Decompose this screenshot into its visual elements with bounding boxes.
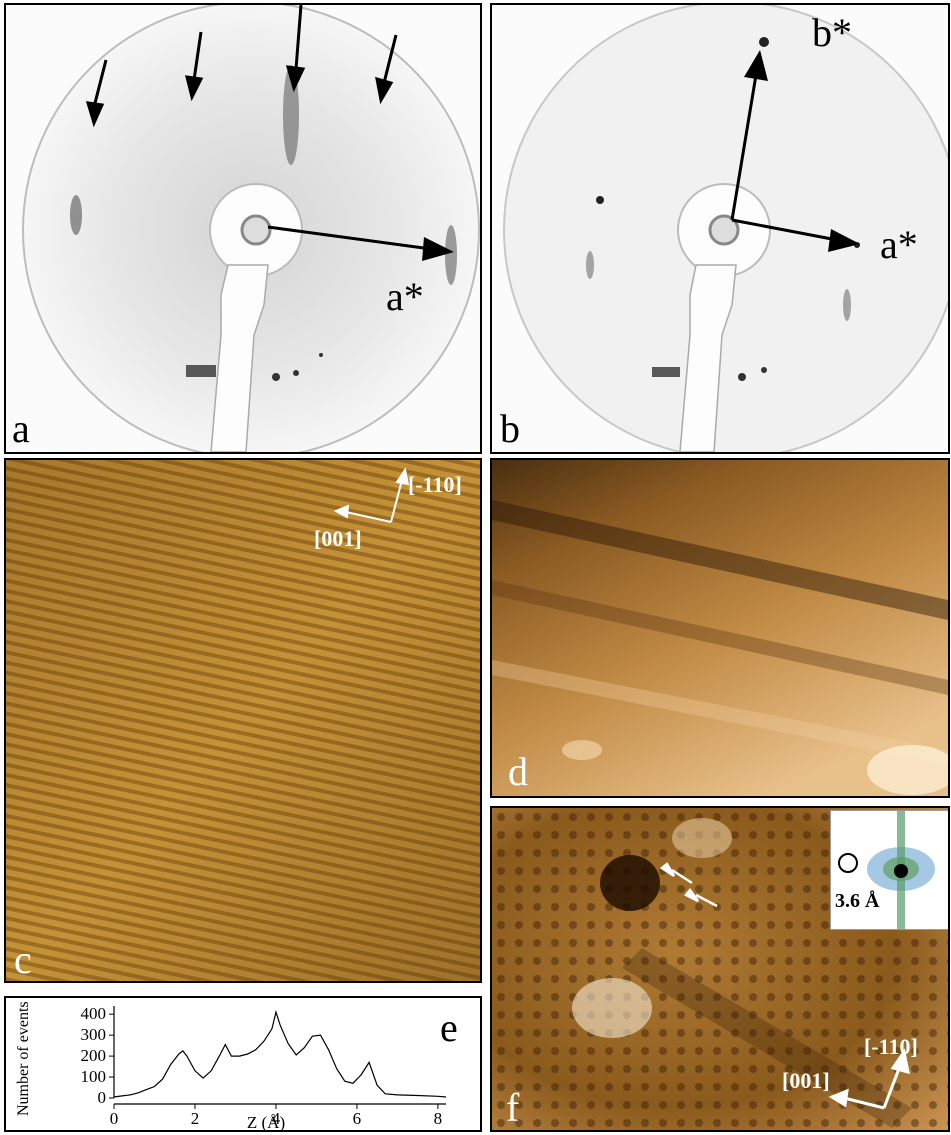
panel-label-e: e (440, 1005, 458, 1050)
x-tick-label: 6 (353, 1109, 362, 1128)
panel-label-a: a (12, 406, 30, 451)
panel-a-diffraction: a* a (4, 3, 482, 454)
panel-f-stm: [-110] [001] f 3.6 Å (490, 806, 950, 1132)
fft-spacing-label: 3.6 Å (835, 890, 880, 912)
diffraction-image-a (22, 5, 480, 452)
panel-e-chart: Number of events Z (Å) 0 100 200 300 400 0 2 4 6… (4, 996, 482, 1132)
y-tick-label: 200 (81, 1046, 107, 1065)
a-star-vector (267, 225, 454, 261)
y-tick-label: 300 (81, 1025, 107, 1044)
y-axis-label: Number of events (15, 1001, 32, 1116)
x-axis-label: Z (Å) (247, 1113, 285, 1130)
direction-arrows-c (333, 467, 410, 523)
direction-label-001: [001] (314, 526, 362, 551)
panel-label-f: f (506, 1085, 520, 1130)
panel-b-diffraction: b* a* b (490, 3, 950, 454)
stm-texture-c (6, 460, 480, 981)
panel-label-c: c (14, 937, 32, 982)
x-tick-label: 8 (434, 1109, 443, 1128)
a-star-label: a* (386, 274, 424, 319)
panel-c-image (4, 458, 482, 983)
y-tick-label: 0 (98, 1088, 107, 1107)
a-star-label-b: a* (880, 222, 918, 267)
b-star-vector (730, 50, 768, 221)
histogram-line (113, 1009, 447, 1098)
x-tick-label: 2 (191, 1109, 200, 1128)
stm-image-d (492, 460, 948, 796)
x-tick-label: 0 (110, 1109, 119, 1128)
defect-arrows (659, 862, 718, 908)
direction-arrows-f (828, 1048, 910, 1110)
panel-label-b: b (500, 406, 520, 451)
a-star-vector-b (731, 218, 860, 252)
fft-inset: 3.6 Å (830, 810, 948, 930)
x-tick-label: 4 (272, 1109, 281, 1128)
reflection-circle (838, 853, 858, 873)
streak-arrows (85, 5, 398, 128)
histogram-chart: Number of events Z (Å) 0 100 200 300 400 0 2 4 6… (15, 1001, 447, 1130)
panel-label-d: d (508, 749, 528, 794)
direction-label-001-f: [001] (782, 1068, 830, 1093)
panel-c: [-110] [001] (4, 458, 482, 983)
b-star-label: b* (812, 10, 852, 55)
direction-label-110-f: [-110] (864, 1034, 918, 1059)
fft-image (838, 811, 935, 929)
diffraction-image-b (503, 5, 948, 452)
direction-label-110: [-110] (408, 472, 462, 497)
panel-d-stm: d (490, 458, 950, 798)
y-tick-label: 100 (81, 1067, 107, 1086)
panel-c-lower (4, 680, 482, 682)
y-tick-label: 400 (81, 1004, 107, 1023)
stm-image-f (492, 808, 948, 1130)
